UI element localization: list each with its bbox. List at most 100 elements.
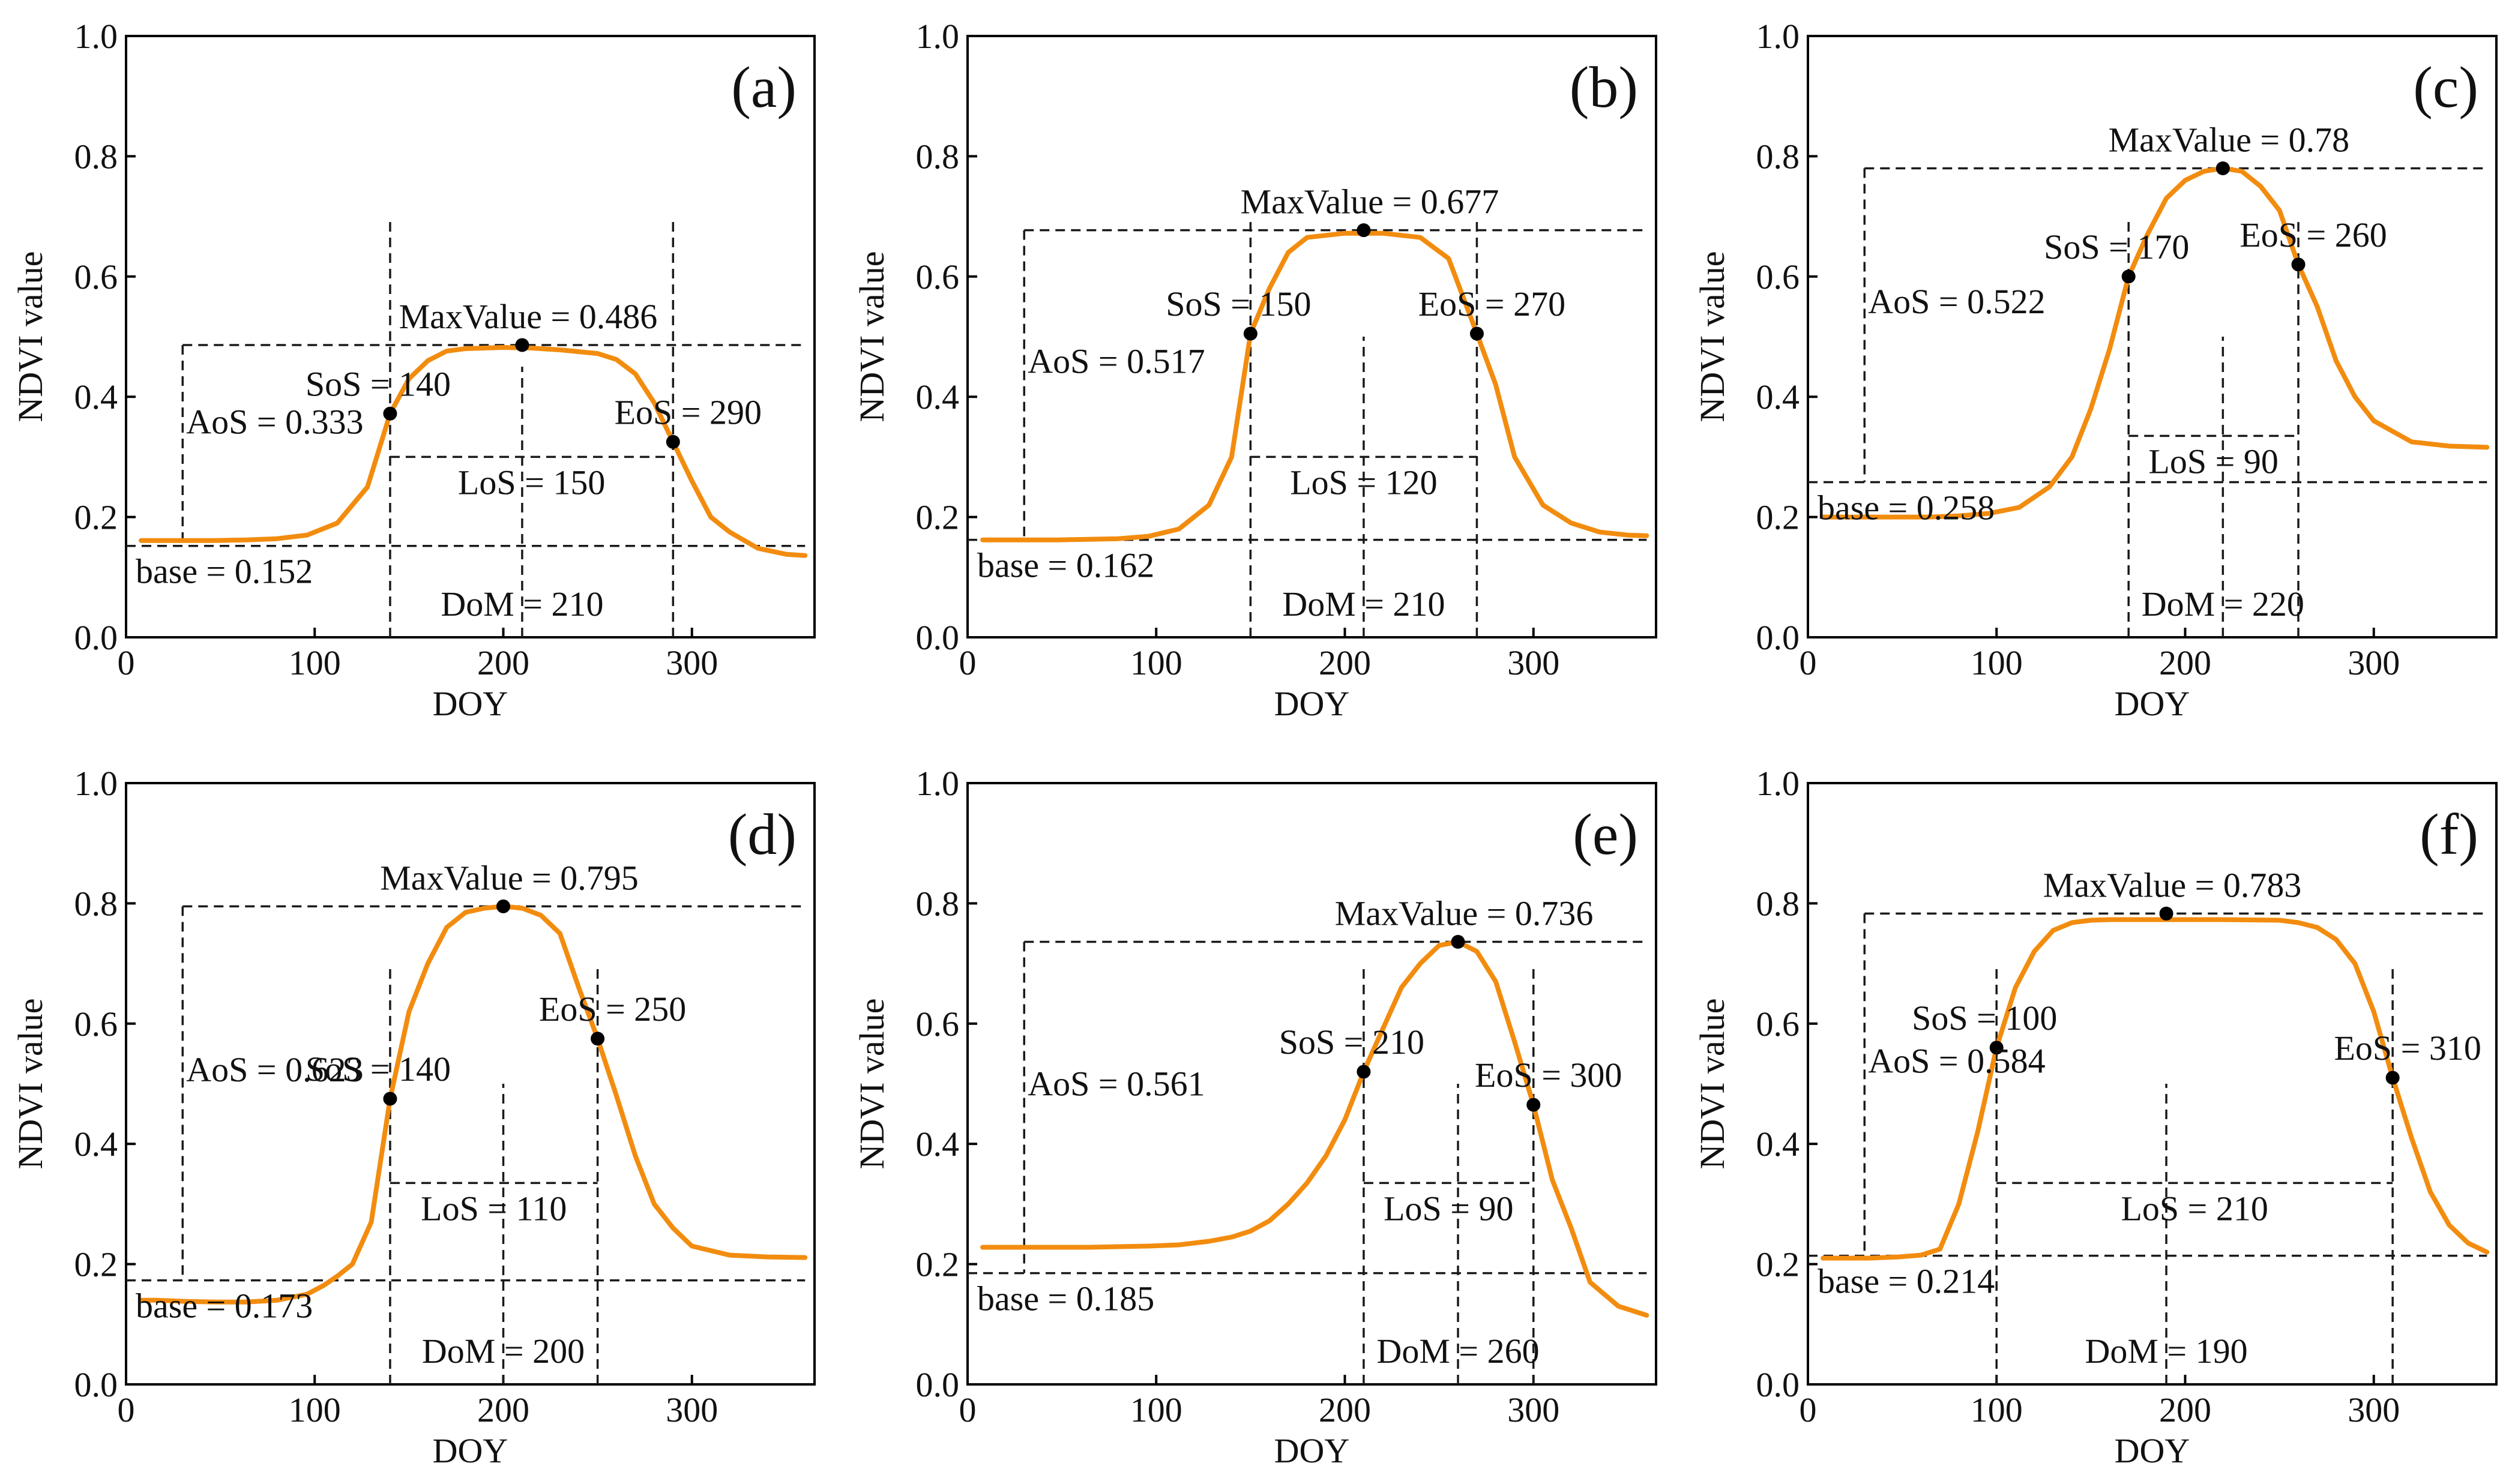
aos-label: AoS = 0.561 — [1028, 1065, 1205, 1104]
eos-point — [1469, 326, 1484, 341]
x-tick-label: 300 — [2348, 1390, 2400, 1429]
y-tick-label: 0.4 — [1756, 1125, 1800, 1164]
base-label: base = 0.214 — [1818, 1262, 1995, 1301]
y-tick-label: 0.0 — [1756, 618, 1800, 657]
x-tick-label: 0 — [118, 643, 135, 682]
y-tick-label: 0.6 — [1756, 257, 1800, 296]
max-value-point — [2159, 906, 2173, 921]
y-tick-label: 0.8 — [916, 137, 960, 176]
chart-panel-e: 0 100 200 300 0.0 0.2 0.4 0.6 0.8 1.0 DOY NDVI valu… — [852, 764, 1657, 1470]
panel-label: (b) — [1570, 55, 1638, 120]
chart-panel-d: 0 100 200 300 0.0 0.2 0.4 0.6 0.8 1.0 DOY NDVI valu… — [11, 764, 816, 1470]
los-label: LoS = 150 — [458, 463, 605, 502]
y-tick-label: 0.4 — [916, 1125, 960, 1164]
base-label: base = 0.162 — [977, 546, 1154, 585]
los-label: LoS = 210 — [2121, 1189, 2268, 1228]
y-axis-label: NDVI value — [11, 998, 50, 1169]
y-tick-label: 1.0 — [916, 764, 960, 803]
x-tick-label: 200 — [1319, 1390, 1371, 1429]
ndvi-curve-line — [139, 904, 808, 1305]
x-tick-label: 300 — [2348, 643, 2400, 682]
sos-label: SoS = 170 — [2044, 227, 2189, 266]
y-tick-label: 0.8 — [1756, 884, 1800, 923]
dom-label: DoM = 220 — [2142, 584, 2304, 623]
eos-point — [2385, 1071, 2400, 1085]
eos-label: EoS = 260 — [2239, 215, 2387, 254]
y-tick-label: 0.8 — [74, 137, 118, 176]
base-label: base = 0.152 — [136, 552, 313, 591]
y-tick-label: 0.6 — [916, 1005, 960, 1044]
y-axis-label: NDVI value — [1693, 998, 1732, 1169]
y-tick-label: 0.0 — [74, 1365, 118, 1404]
aos-label: AoS = 0.623 — [186, 1050, 363, 1089]
sos-label: SoS = 150 — [1166, 284, 1311, 323]
y-axis-label: NDVI value — [1693, 251, 1732, 422]
ndvi-curve-line — [980, 939, 1649, 1318]
dom-label: DoM = 210 — [441, 584, 603, 623]
y-tick-label: 0.0 — [1756, 1365, 1800, 1404]
dom-label: DoM = 210 — [1282, 584, 1445, 623]
ndvi-curve-line — [1821, 166, 2490, 520]
x-tick-label: 300 — [1507, 643, 1559, 682]
panel-label: (a) — [731, 55, 797, 120]
y-tick-label: 0.4 — [74, 1125, 118, 1164]
max-value-label: MaxValue = 0.783 — [2043, 865, 2302, 904]
y-tick-label: 1.0 — [916, 17, 960, 56]
y-axis-label: NDVI value — [852, 251, 891, 422]
x-axis-label: DOY — [2115, 1431, 2190, 1470]
dom-label: DoM = 200 — [422, 1332, 585, 1371]
x-tick-label: 200 — [1319, 643, 1371, 682]
panel-label: (f) — [2420, 802, 2478, 867]
eos-label: EoS = 250 — [539, 990, 686, 1029]
max-value-label: MaxValue = 0.78 — [2109, 120, 2350, 159]
x-tick-label: 0 — [118, 1390, 135, 1429]
sos-point — [1989, 1041, 2004, 1055]
eos-point — [1526, 1098, 1541, 1112]
plot-frame — [966, 35, 1657, 638]
y-tick-label: 1.0 — [1756, 17, 1800, 56]
max-value-label: MaxValue = 0.736 — [1335, 894, 1594, 933]
y-tick-label: 0.6 — [916, 257, 960, 296]
y-tick-label: 0.8 — [74, 884, 118, 923]
y-tick-label: 0.4 — [1756, 377, 1800, 416]
max-value-point — [2215, 161, 2230, 175]
x-axis-label: DOY — [433, 684, 508, 723]
x-tick-label: 100 — [1130, 1390, 1182, 1429]
sos-point — [1243, 326, 1258, 341]
x-axis-label: DOY — [1274, 1431, 1350, 1470]
y-tick-label: 0.2 — [74, 1245, 118, 1284]
x-tick-label: 300 — [666, 643, 718, 682]
x-tick-label: 0 — [959, 643, 977, 682]
x-tick-label: 200 — [477, 643, 529, 682]
x-axis-label: DOY — [1274, 684, 1350, 723]
y-axis-label: NDVI value — [852, 998, 891, 1169]
sos-point — [2121, 269, 2136, 284]
eos-label: EoS = 310 — [2334, 1029, 2481, 1068]
base-label: base = 0.185 — [977, 1279, 1154, 1318]
y-tick-label: 1.0 — [74, 17, 118, 56]
x-tick-label: 300 — [666, 1390, 718, 1429]
aos-label: AoS = 0.333 — [186, 402, 363, 441]
x-tick-label: 100 — [1971, 1390, 2023, 1429]
base-label: base = 0.173 — [136, 1287, 313, 1326]
chart-panel-b: 0 100 200 300 0.0 0.2 0.4 0.6 0.8 1.0 DOY NDVI valu… — [852, 17, 1657, 723]
y-tick-label: 0.2 — [74, 498, 118, 537]
chart-panel-f: 0 100 200 300 0.0 0.2 0.4 0.6 0.8 1.0 DOY NDVI valu… — [1693, 764, 2498, 1470]
los-label: LoS = 90 — [2148, 442, 2278, 481]
base-label: base = 0.258 — [1818, 488, 1995, 527]
plot-frame — [125, 782, 816, 1386]
chart-panel-a: 0 100 200 300 0.0 0.2 0.4 0.6 0.8 1.0 DOY NDVI valu… — [11, 17, 816, 723]
max-value-point — [496, 899, 510, 913]
eos-label: EoS = 270 — [1418, 284, 1565, 323]
max-value-point — [1357, 223, 1371, 238]
x-tick-label: 200 — [477, 1390, 529, 1429]
dom-label: DoM = 260 — [1376, 1332, 1539, 1371]
max-value-label: MaxValue = 0.486 — [399, 297, 658, 336]
sos-point — [1357, 1065, 1371, 1079]
y-tick-label: 0.6 — [1756, 1005, 1800, 1044]
panel-label: (d) — [728, 802, 797, 867]
eos-point — [2291, 257, 2306, 272]
sos-label: SoS = 140 — [306, 1050, 451, 1089]
y-tick-label: 0.2 — [1756, 498, 1800, 537]
